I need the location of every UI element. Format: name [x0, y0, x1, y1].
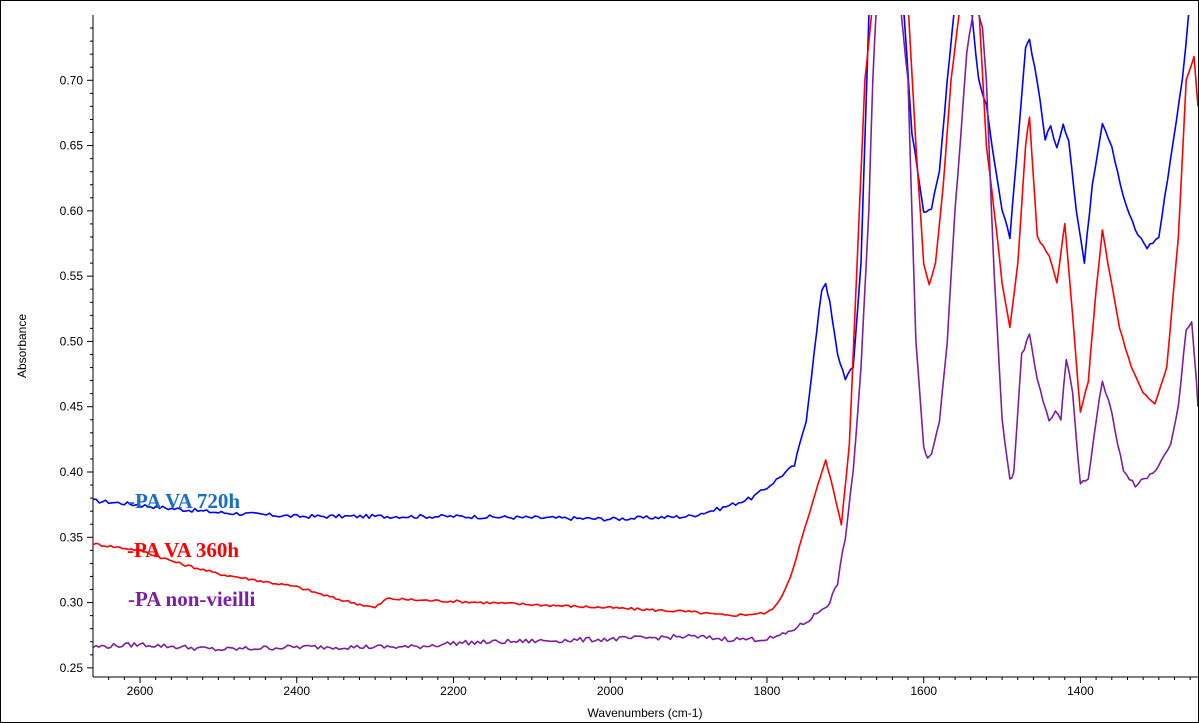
y-tick-label: 0.70: [60, 73, 84, 87]
y-tick-label: 0.35: [60, 530, 84, 544]
y-tick-label: 0.45: [60, 400, 84, 414]
y-axis-title: Absorbance: [15, 314, 29, 378]
x-axis-title: Wavenumbers (cm-1): [588, 706, 703, 720]
y-tick-label: 0.30: [60, 596, 84, 610]
legend-label-720h: -PA VA 720h: [128, 489, 240, 513]
x-tick-label: 2600: [127, 684, 154, 698]
x-tick-label: 1400: [1067, 684, 1094, 698]
y-tick-label: 0.40: [60, 465, 84, 479]
series-line-3[interactable]: [93, 0, 1198, 652]
x-tick-label: 2200: [440, 684, 467, 698]
series-line-2[interactable]: [93, 0, 1198, 618]
y-tick-label: 0.55: [60, 269, 84, 283]
x-tick-label: 2400: [283, 684, 310, 698]
legend-label-360h: -PA VA 360h: [127, 538, 239, 562]
series-layer: [93, 0, 1198, 652]
x-tick-label: 1800: [754, 684, 781, 698]
y-tick-label: 0.65: [60, 139, 84, 153]
legend: -PA VA 720h -PA VA 360h -PA non-vieilli: [127, 489, 256, 611]
y-tick-label: 0.60: [60, 204, 84, 218]
y-tick-label: 0.25: [60, 661, 84, 675]
y-tick-label: 0.50: [60, 334, 84, 348]
series-line-1[interactable]: [93, 0, 1198, 522]
x-tick-label: 1600: [910, 684, 937, 698]
legend-label-non-vieilli: -PA non-vieilli: [128, 587, 256, 611]
x-tick-label: 2000: [597, 684, 624, 698]
axes: 0.25 0.30 0.35 0.40 0.45 0.50 0.55 0.60 0.65 0.70…: [60, 15, 1198, 698]
